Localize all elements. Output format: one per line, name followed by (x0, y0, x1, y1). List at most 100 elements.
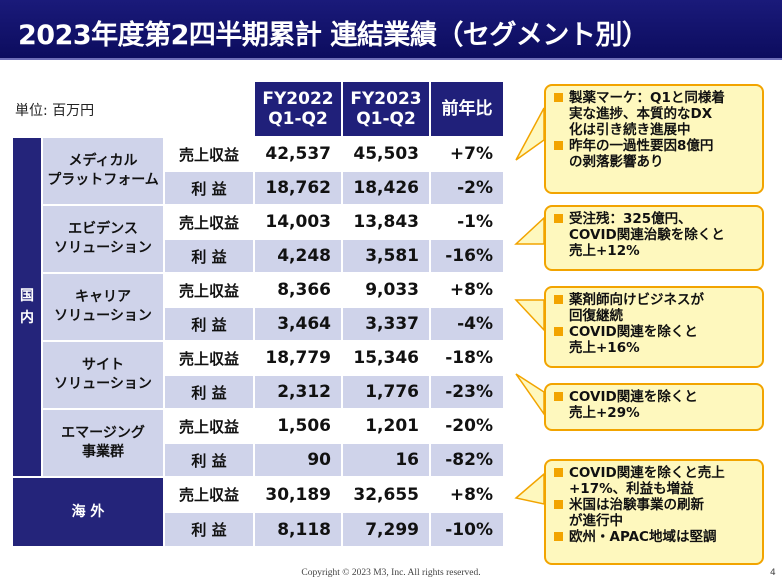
value-cell: 30,189 (255, 478, 341, 511)
yoy-cell: -82% (431, 444, 503, 476)
callout-line: 薬剤師向けビジネスが (569, 292, 704, 308)
metric-label-profit: 利 益 (165, 308, 253, 340)
callout-bullet-item: 昨年の一過性要因8億円 の剥落影響あり (554, 138, 756, 170)
callout-line: 売上+29% (569, 405, 640, 421)
col-header-fy2023-line2: Q1-Q2 (356, 109, 416, 129)
value-cell: 3,337 (343, 308, 429, 340)
callout-text: COVID関連を除くと売上 +17%、利益も増益 (569, 465, 725, 497)
callout-bullet-item: COVID関連を除くと 売上+16% (554, 324, 756, 356)
metric-label-sales: 売上収益 (165, 410, 253, 442)
table-row: エマージング 事業群 売上収益 1,506 1,201 -20% (13, 410, 503, 476)
callout-bullet-item: 米国は治験事業の刷新 が進行中 (554, 497, 756, 529)
col-header-fy2023-line1: FY2023 (350, 89, 422, 109)
yoy-cell: -4% (431, 308, 503, 340)
callout-career-solution: 薬剤師向けビジネスが 回復継続 COVID関連を除くと 売上+16% (544, 286, 764, 368)
title-bar: 2023年度第2四半期累計 連結業績（セグメント別） (0, 0, 782, 60)
callout-overseas: COVID関連を除くと売上 +17%、利益も増益 米国は治験事業の刷新 が進行中… (544, 459, 764, 565)
col-header-fy2022-line1: FY2022 (262, 89, 334, 109)
square-bullet-icon (554, 141, 563, 150)
callout-line: 売上+16% (569, 340, 640, 356)
callout-text: COVID関連を除くと 売上+29% (569, 389, 698, 421)
value-cell: 90 (255, 444, 341, 476)
col-header-fy2023: FY2023 Q1-Q2 (343, 82, 429, 136)
callout-line: COVID関連を除くと (569, 389, 698, 405)
segment-name-line: エビデンス (68, 221, 138, 237)
callout-bullet-item: 薬剤師向けビジネスが 回復継続 (554, 292, 756, 324)
callout-bullet-item: COVID関連を除くと売上 +17%、利益も増益 (554, 465, 756, 497)
value-cell: 18,779 (255, 342, 341, 374)
copyright-footer: Copyright © 2023 M3, Inc. All rights res… (301, 568, 481, 578)
metric-label-sales: 売上収益 (165, 206, 253, 238)
callout-line: +17%、利益も増益 (569, 481, 694, 497)
col-header-fy2022-line2: Q1-Q2 (268, 109, 328, 129)
value-cell: 4,248 (255, 240, 341, 272)
metric-label-profit: 利 益 (165, 172, 253, 204)
callout-pointer-career (514, 299, 545, 332)
callout-text: COVID関連を除くと 売上+16% (569, 324, 698, 356)
segment-name-evidence-solution: エビデンス ソリューション (43, 206, 163, 272)
callout-line: が進行中 (569, 513, 623, 529)
metric-label-profit: 利 益 (165, 444, 253, 476)
segment-name-site-solution: サイト ソリューション (43, 342, 163, 408)
col-header-fy2022: FY2022 Q1-Q2 (255, 82, 341, 136)
square-bullet-icon (554, 392, 563, 401)
callout-text: 受注残：325億円、 COVID関連治験を除くと 売上+12% (569, 211, 725, 259)
callout-bullet-item: 欧州・APAC地域は堅調 (554, 529, 756, 545)
segment-name-line: キャリア (75, 289, 131, 305)
value-cell: 9,033 (343, 274, 429, 306)
callout-line: 欧州・APAC地域は堅調 (569, 529, 717, 545)
table-row: 利 益 18,762 18,426 -2% (13, 172, 503, 204)
metric-label-sales: 売上収益 (165, 138, 253, 170)
value-cell: 8,366 (255, 274, 341, 306)
callout-medical-platform: 製薬マーケ：Q1と同様着 実な進捗、本質的なDX 化は引き続き進展中 昨年の一過… (544, 84, 764, 194)
yoy-cell: -18% (431, 342, 503, 374)
value-cell: 13,843 (343, 206, 429, 238)
value-cell: 1,201 (343, 410, 429, 442)
callout-text: 製薬マーケ：Q1と同様着 実な進捗、本質的なDX 化は引き続き進展中 (569, 90, 725, 138)
segment-name-career-solution: キャリア ソリューション (43, 274, 163, 340)
value-cell: 18,762 (255, 172, 341, 204)
region-domestic-char: 国 (20, 288, 34, 304)
table-row: 利 益 4,248 3,581 -16% (13, 240, 503, 272)
yoy-cell: -10% (431, 513, 503, 546)
value-cell: 45,503 (343, 138, 429, 170)
value-cell: 2,312 (255, 376, 341, 408)
callout-text: 昨年の一過性要因8億円 の剥落影響あり (569, 138, 713, 170)
callout-line: の剥落影響あり (569, 154, 664, 170)
col-header-yoy: 前年比 (431, 82, 503, 136)
callout-line: COVID関連を除くと (569, 324, 698, 340)
callout-pointer-overseas (514, 472, 545, 505)
square-bullet-icon (554, 468, 563, 477)
square-bullet-icon (554, 93, 563, 102)
metric-label-profit: 利 益 (165, 376, 253, 408)
col-header-yoy-label: 前年比 (441, 99, 493, 119)
callout-line: 化は引き続き進展中 (569, 122, 691, 138)
metric-label-sales: 売上収益 (165, 342, 253, 374)
table-row: エビデンス ソリューション 売上収益 14,003 13,843 -1% (13, 206, 503, 272)
segment-name-line: ソリューション (54, 240, 152, 256)
value-cell: 7,299 (343, 513, 429, 546)
value-cell: 42,537 (255, 138, 341, 170)
callout-line: 回復継続 (569, 308, 623, 324)
yoy-cell: -20% (431, 410, 503, 442)
segment-name-line: サイト (82, 357, 124, 373)
segment-name-line: 事業群 (82, 444, 124, 460)
table-row: サイト ソリューション 売上収益 18,779 15,346 -18% (13, 342, 503, 408)
callout-line: 昨年の一過性要因8億円 (569, 138, 714, 154)
yoy-cell: -2% (431, 172, 503, 204)
callout-evidence-solution: 受注残：325億円、 COVID関連治験を除くと 売上+12% (544, 205, 764, 271)
square-bullet-icon (554, 500, 563, 509)
value-cell: 15,346 (343, 342, 429, 374)
segment-name-line: エマージング (61, 425, 145, 441)
segment-name-line: プラットフォーム (47, 172, 159, 188)
segment-name-emerging: エマージング 事業群 (43, 410, 163, 476)
value-cell: 14,003 (255, 206, 341, 238)
yoy-cell: -23% (431, 376, 503, 408)
callout-text: 薬剤師向けビジネスが 回復継続 (569, 292, 704, 324)
value-cell: 8,118 (255, 513, 341, 546)
callout-line: COVID関連を除くと売上 (569, 465, 725, 481)
callout-line: 売上+12% (569, 243, 640, 259)
page-number: 4 (770, 568, 776, 578)
callout-bullet-item: 受注残：325億円、 COVID関連治験を除くと 売上+12% (554, 211, 756, 259)
callout-site-solution: COVID関連を除くと 売上+29% (544, 383, 764, 431)
